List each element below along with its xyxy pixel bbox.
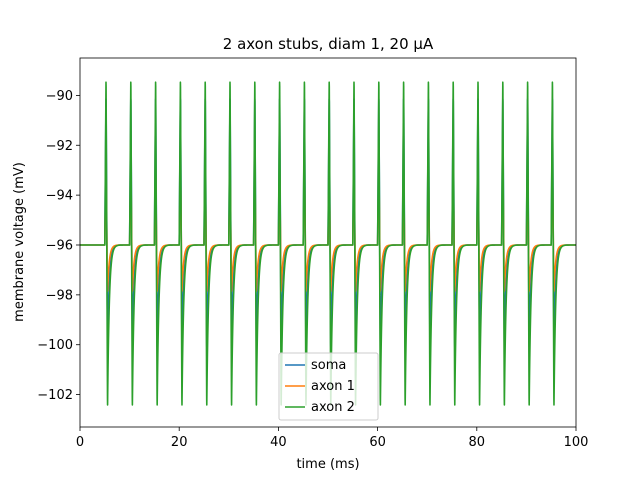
series-layer <box>79 81 577 406</box>
y-tick-label: −92 <box>46 139 73 154</box>
y-tick-label: −100 <box>37 338 73 353</box>
legend-box <box>278 352 379 421</box>
chart-title: 2 axon stubs, diam 1, 20 μA <box>223 35 434 53</box>
legend-label-axon-1: axon 1 <box>311 379 355 394</box>
x-tick-label: 40 <box>270 435 287 450</box>
legend-label-soma: soma <box>311 358 346 373</box>
y-tick-label: −98 <box>46 288 73 303</box>
y-tick-label: −90 <box>46 89 73 104</box>
x-tick-label: 100 <box>564 435 589 450</box>
y-tick-label: −102 <box>37 388 73 403</box>
legend: soma axon 1 axon 2 <box>278 352 379 421</box>
plot-area-frame <box>79 57 577 428</box>
y-tick-label: −96 <box>46 238 73 253</box>
x-tick-label: 60 <box>369 435 386 450</box>
y-axis-ticks: −102 −100 −98 −96 −94 −92 −90 <box>37 89 80 403</box>
series-line-axon-2 <box>79 81 577 406</box>
legend-label-axon-2: axon 2 <box>311 400 355 415</box>
x-axis-ticks: 0 20 40 60 80 100 <box>76 427 589 450</box>
y-axis-label: membrane voltage (mV) <box>12 162 27 322</box>
x-axis-label: time (ms) <box>296 457 359 472</box>
x-tick-label: 80 <box>469 435 486 450</box>
x-tick-label: 0 <box>76 435 84 450</box>
y-tick-label: −94 <box>46 189 73 204</box>
x-tick-label: 20 <box>171 435 188 450</box>
